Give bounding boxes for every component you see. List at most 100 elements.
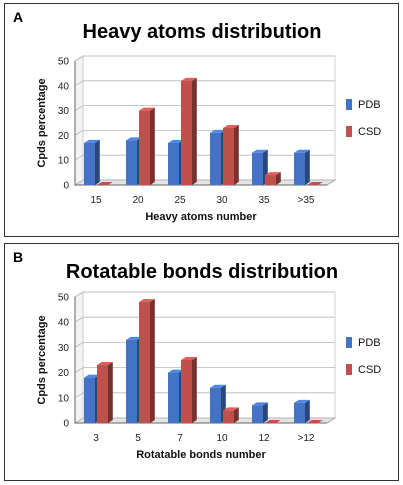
bar-top: [294, 149, 310, 153]
bar-side: [108, 362, 113, 423]
bar-side: [234, 124, 239, 185]
bar-side: [234, 407, 239, 423]
plot-side-wall: [74, 291, 84, 424]
chart-b-svg: B Rotatable bonds distribution 0 10 20 30 40 50…: [13, 249, 381, 461]
bar-pdb: [294, 399, 310, 423]
bar-top: [84, 374, 100, 378]
bar-front: [181, 360, 192, 423]
bar-front: [181, 80, 192, 185]
panel-label: B: [13, 249, 23, 265]
bar-front: [139, 302, 150, 423]
bar-csd: [181, 357, 197, 423]
y-tick-label: 0: [63, 419, 69, 430]
gridline: [74, 179, 335, 186]
bar-front: [252, 405, 263, 423]
gridline: [74, 154, 335, 161]
y-tick-label: 50: [58, 57, 70, 68]
x-tick-label: 3: [93, 433, 99, 444]
x-tick-label: 30: [216, 195, 228, 206]
bar-front: [210, 387, 221, 423]
bar-top: [210, 384, 226, 388]
bar-csd: [307, 182, 323, 185]
bar-csd: [265, 420, 281, 423]
bar-top: [126, 137, 142, 141]
legend-swatch-csd: [346, 364, 352, 375]
bar-front: [294, 152, 305, 185]
y-tick-label: 40: [58, 318, 70, 329]
bar-front: [223, 127, 234, 185]
bar-top: [97, 362, 113, 366]
bar-pdb: [84, 139, 100, 185]
x-tick-label: 15: [90, 195, 102, 206]
chart-panel-a: A Heavy atoms distribution 0 10 20 30 40 50 15 20…: [4, 3, 399, 237]
bar-csd: [181, 77, 197, 185]
bar-side: [192, 357, 197, 423]
x-tick-label: 25: [174, 195, 186, 206]
y-tick-label: 20: [58, 131, 70, 142]
gridline: [74, 105, 335, 111]
y-tick-label: 10: [58, 156, 70, 167]
x-tick-label: 10: [216, 433, 228, 444]
gridline: [74, 367, 335, 373]
bar-top: [294, 399, 310, 403]
bar-front: [168, 142, 179, 185]
bar-zero: [307, 182, 323, 185]
gridline: [74, 291, 335, 298]
bar-zero: [265, 420, 281, 423]
chart-a-svg: A Heavy atoms distribution 0 10 20 30 40 50 15 20…: [13, 9, 381, 223]
x-axis-label: Heavy atoms number: [145, 211, 257, 223]
legend-swatch-pdb: [346, 99, 352, 110]
plot-back-wall: [82, 291, 336, 419]
bar-top: [139, 299, 155, 303]
x-tick-label: 5: [135, 433, 141, 444]
bar-csd: [97, 362, 113, 423]
bar-top: [168, 139, 184, 143]
panel-label: A: [13, 9, 23, 25]
plot-side-wall: [74, 55, 84, 186]
legend-swatch-pdb: [346, 337, 352, 348]
gridline: [74, 392, 335, 399]
x-tick-label: 20: [132, 195, 144, 206]
bar-pdb: [252, 149, 268, 185]
bar-top: [84, 139, 100, 143]
bar-front: [126, 339, 137, 423]
legend-swatch-csd: [346, 126, 352, 137]
bar-side: [263, 402, 268, 423]
bar-top: [223, 124, 239, 128]
bar-top: [252, 149, 268, 153]
legend-label-pdb: PDB: [358, 337, 381, 349]
y-tick-label: 40: [58, 81, 70, 92]
x-tick-label: >12: [298, 433, 315, 444]
x-tick-label: 35: [258, 195, 270, 206]
gridline: [74, 55, 335, 62]
bar-front: [139, 110, 150, 185]
legend-label-csd: CSD: [358, 126, 381, 138]
bar-side: [150, 107, 155, 185]
y-tick-label: 50: [58, 293, 70, 304]
y-tick-label: 30: [58, 106, 70, 117]
bar-side: [305, 399, 310, 423]
bar-csd: [139, 107, 155, 185]
bar-csd: [223, 407, 239, 423]
legend-label-pdb: PDB: [358, 99, 381, 111]
bar-top: [265, 172, 281, 176]
bar-top: [181, 77, 197, 81]
bar-front: [126, 140, 137, 185]
bar-top: [210, 129, 226, 133]
bar-pdb: [252, 402, 268, 423]
x-tick-label: 12: [258, 433, 270, 444]
y-tick-label: 30: [58, 343, 70, 354]
bar-top: [181, 357, 197, 360]
bar-side: [150, 299, 155, 423]
bar-front: [223, 410, 234, 423]
y-axis-label: Cpds percentage: [36, 78, 48, 167]
y-axis-label: Cpds percentage: [36, 315, 48, 404]
legend-label-csd: CSD: [358, 364, 381, 376]
bar-front: [294, 402, 305, 423]
x-tick-label: 7: [177, 433, 183, 444]
y-tick-label: 0: [63, 181, 69, 192]
bar-zero: [97, 182, 113, 185]
gridline: [74, 80, 335, 87]
bar-front: [97, 365, 108, 423]
chart-title: Rotatable bonds distribution: [66, 261, 338, 283]
